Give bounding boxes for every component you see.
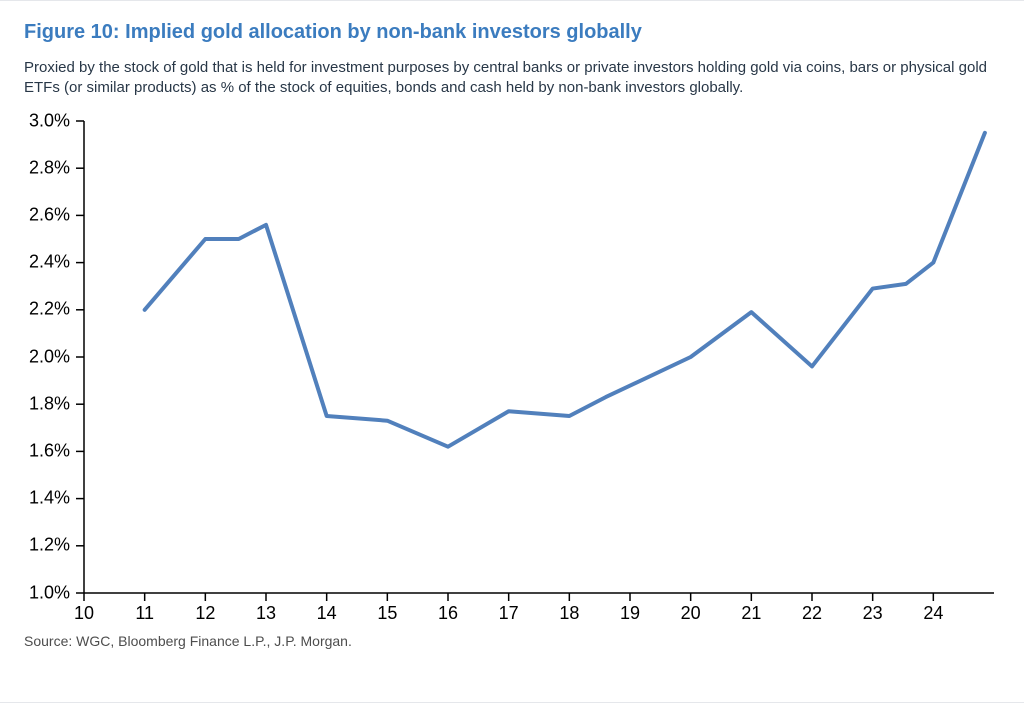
x-axis-tick-label: 10 (74, 603, 94, 624)
y-axis-tick-label: 2.0% (24, 346, 70, 367)
y-axis-tick-label: 2.6% (24, 204, 70, 225)
x-axis-tick-label: 23 (863, 603, 883, 624)
x-axis-tick-label: 11 (135, 603, 154, 624)
x-axis-tick-label: 17 (499, 603, 519, 624)
figure-subtitle: Proxied by the stock of gold that is hel… (24, 58, 994, 99)
figure-source: Source: WGC, Bloomberg Finance L.P., J.P… (24, 633, 1000, 649)
x-axis-tick-label: 18 (559, 603, 579, 624)
figure-container: Figure 10: Implied gold allocation by no… (0, 0, 1024, 703)
x-axis-tick-label: 12 (195, 603, 215, 624)
chart-svg (24, 115, 1000, 623)
x-axis-tick-label: 13 (256, 603, 276, 624)
line-chart: 1.0% 1.2% 1.4% 1.6% 1.8% 2.0% 2.2% 2.4% 2.6% 2.8%… (24, 115, 1000, 623)
y-axis-tick-label: 3.0% (24, 110, 70, 131)
y-axis-tick-label: 1.2% (24, 535, 70, 556)
y-axis-tick-label: 1.8% (24, 393, 70, 414)
y-axis-tick-label: 2.4% (24, 252, 70, 273)
y-axis-tick-label: 1.0% (24, 582, 70, 603)
figure-title: Figure 10: Implied gold allocation by no… (24, 21, 1000, 44)
x-axis-tick-label: 21 (741, 603, 761, 624)
x-axis-tick-label: 22 (802, 603, 822, 624)
x-axis-tick-label: 24 (923, 603, 943, 624)
x-axis-tick-label: 14 (317, 603, 337, 624)
x-axis-tick-label: 16 (438, 603, 458, 624)
y-axis-tick-label: 2.8% (24, 157, 70, 178)
x-axis-tick-label: 15 (377, 603, 397, 624)
y-axis-tick-label: 1.4% (24, 488, 70, 509)
y-axis-tick-label: 2.2% (24, 299, 70, 320)
y-axis-tick-label: 1.6% (24, 440, 70, 461)
x-axis-tick-label: 20 (681, 603, 701, 624)
x-axis-tick-label: 19 (620, 603, 640, 624)
series-implied-gold-allocation (145, 132, 985, 446)
